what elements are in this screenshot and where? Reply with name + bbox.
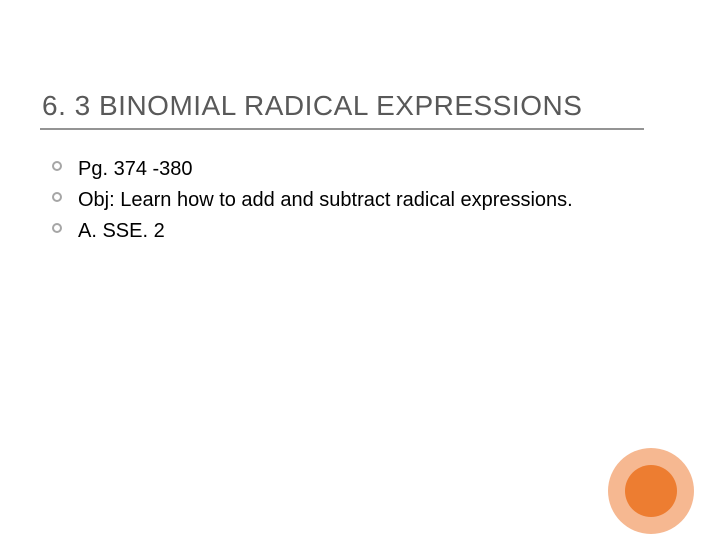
- bullet-list: Pg. 374 -380 Obj: Learn how to add and s…: [50, 155, 650, 248]
- decor-circle-inner: [625, 465, 677, 517]
- title-underline: [40, 128, 644, 130]
- bullet-icon: [52, 223, 62, 233]
- bullet-text: Obj: Learn how to add and subtract radic…: [78, 189, 573, 211]
- bullet-text: Pg. 374 -380: [78, 158, 193, 180]
- bullet-icon: [52, 161, 62, 171]
- list-item: A. SSE. 2: [50, 217, 650, 246]
- list-item: Pg. 374 -380: [50, 155, 650, 184]
- bullet-icon: [52, 192, 62, 202]
- slide-title: 6. 3 BINOMIAL RADICAL EXPRESSIONS: [42, 90, 582, 122]
- bullet-text: A. SSE. 2: [78, 220, 165, 242]
- list-item: Obj: Learn how to add and subtract radic…: [50, 186, 650, 215]
